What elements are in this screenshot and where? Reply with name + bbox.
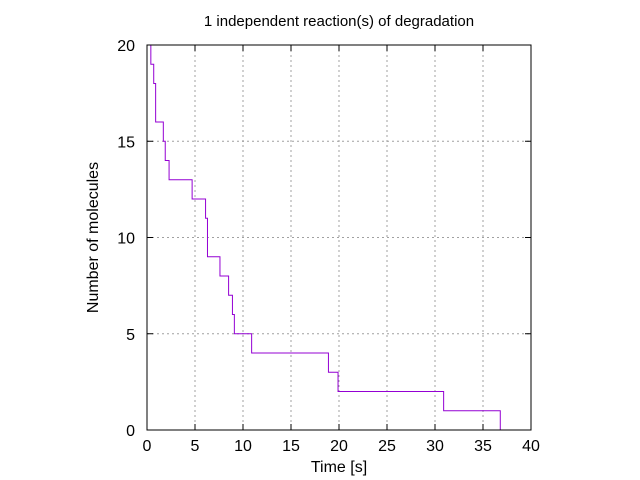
x-tick-label: 35 [474,438,492,455]
x-tick-label: 10 [234,438,252,455]
grid-layer [147,45,531,430]
chart-title: 1 independent reaction(s) of degradation [204,13,474,30]
x-tick-label: 15 [282,438,300,455]
x-tick-label: 0 [143,438,152,455]
x-axis-title: Time [s] [311,459,367,476]
x-tick-label: 20 [330,438,348,455]
y-tick-label: 0 [126,423,135,440]
x-tick-label: 25 [378,438,396,455]
y-tick-label: 10 [117,231,135,248]
x-tick-label: 30 [426,438,444,455]
ticks-layer: 0 5 10 15 20 25 30 35 40 0 5 10 15 20 [117,38,540,455]
y-tick-label: 5 [126,327,135,344]
y-tick-label: 15 [117,134,135,151]
x-tick-label: 5 [191,438,200,455]
x-tick-label: 40 [522,438,540,455]
series-line [147,44,501,430]
y-axis-title: Number of molecules [85,162,102,313]
y-tick-label: 20 [117,38,135,55]
